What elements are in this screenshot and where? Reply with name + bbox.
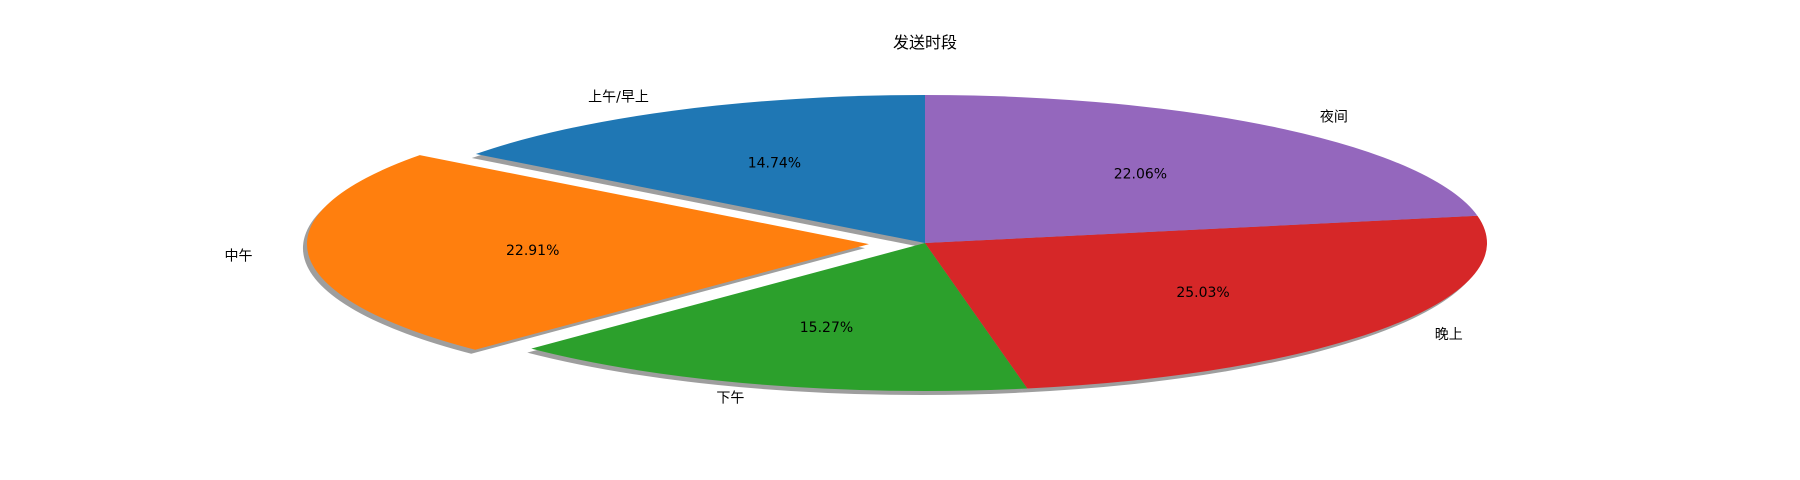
percent-label: 15.27% [800, 320, 853, 336]
pie-slice-1 [306, 155, 869, 350]
category-label: 夜间 [1320, 110, 1348, 126]
category-label: 中午 [224, 248, 252, 264]
pie-slice-4 [925, 95, 1478, 243]
percent-label: 25.03% [1176, 285, 1229, 301]
pie-slices [306, 95, 1487, 392]
percent-label: 22.06% [1114, 167, 1167, 183]
category-label: 下午 [716, 391, 744, 407]
category-label: 上午/早上 [588, 89, 649, 105]
pie-labels: 上午/早上 14.74% 中午 22.91% 下午 15.27% 晚上 25.03% 夜间 22.… [224, 89, 1462, 406]
category-label: 晚上 [1435, 327, 1463, 343]
pie-slice-0 [475, 95, 925, 243]
chart-title: 发送时段 [893, 33, 957, 52]
pie-slice-3 [925, 215, 1487, 389]
percent-label: 22.91% [506, 243, 559, 259]
percent-label: 14.74% [748, 156, 801, 172]
pie-slice-2 [531, 243, 1028, 392]
